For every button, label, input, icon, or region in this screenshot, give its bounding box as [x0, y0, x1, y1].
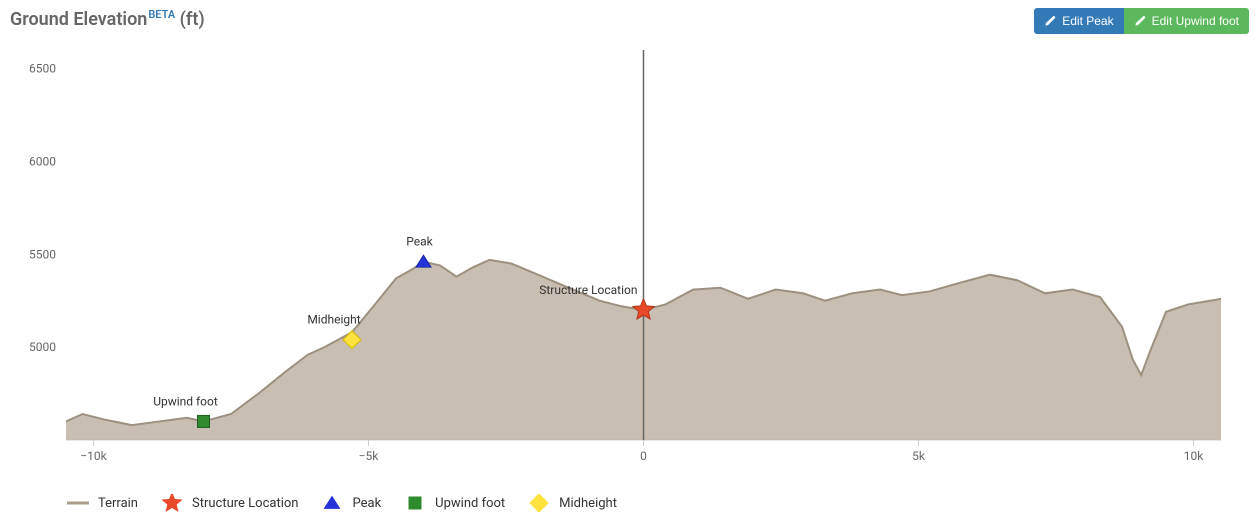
edit-peak-label: Edit Peak: [1062, 14, 1113, 28]
title-badge: BETA: [148, 8, 175, 21]
title-unit: (ft): [180, 9, 205, 30]
svg-text:10k: 10k: [1184, 449, 1204, 463]
legend-label: Terrain: [98, 496, 138, 511]
svg-text:5000: 5000: [29, 340, 56, 354]
svg-text:0: 0: [640, 449, 647, 463]
legend-label: Peak: [352, 496, 381, 511]
edit-upwind-label: Edit Upwind foot: [1152, 14, 1239, 28]
square-icon: [403, 494, 427, 512]
title-main: Ground Elevation: [10, 9, 147, 30]
line-icon: [66, 494, 90, 512]
chart-header: Ground ElevationBETA (ft) Edit Peak Edit…: [10, 8, 1249, 34]
legend-label: Structure Location: [192, 496, 298, 511]
diamond-icon: [527, 494, 551, 512]
svg-text:5500: 5500: [29, 247, 56, 261]
legend-item-peak[interactable]: Peak: [320, 494, 381, 512]
chart-legend: Terrain Structure Location Peak Upwind foot…: [10, 484, 1249, 512]
svg-text:Peak: Peak: [406, 235, 433, 249]
legend-item-structure-location[interactable]: Structure Location: [160, 494, 298, 512]
elevation-chart: 5000 5500 6000 6500 −10k −5k 0 5k 10k Structure L…: [10, 40, 1249, 484]
legend-item-upwind-foot[interactable]: Upwind foot: [403, 494, 505, 512]
edit-upwind-button[interactable]: Edit Upwind foot: [1124, 8, 1249, 34]
edit-icon: [1134, 15, 1146, 27]
svg-text:Upwind foot: Upwind foot: [153, 394, 218, 408]
chart-title: Ground ElevationBETA (ft): [10, 8, 205, 30]
svg-text:−10k: −10k: [80, 449, 107, 463]
svg-text:5k: 5k: [912, 449, 926, 463]
star-icon: [160, 494, 184, 512]
svg-text:6000: 6000: [29, 154, 56, 168]
header-buttons: Edit Peak Edit Upwind foot: [1034, 8, 1249, 34]
legend-label: Upwind foot: [435, 496, 505, 511]
svg-text:6500: 6500: [29, 62, 56, 76]
triangle-icon: [320, 494, 344, 512]
legend-label: Midheight: [559, 496, 617, 511]
legend-item-midheight[interactable]: Midheight: [527, 494, 617, 512]
svg-text:Midheight: Midheight: [307, 313, 360, 327]
edit-icon: [1044, 15, 1056, 27]
svg-text:−5k: −5k: [359, 449, 380, 463]
legend-item-terrain[interactable]: Terrain: [66, 494, 138, 512]
edit-peak-button[interactable]: Edit Peak: [1034, 8, 1123, 34]
svg-text:Structure Location: Structure Location: [539, 283, 637, 297]
chart-svg: 5000 5500 6000 6500 −10k −5k 0 5k 10k Structure L…: [10, 40, 1249, 480]
